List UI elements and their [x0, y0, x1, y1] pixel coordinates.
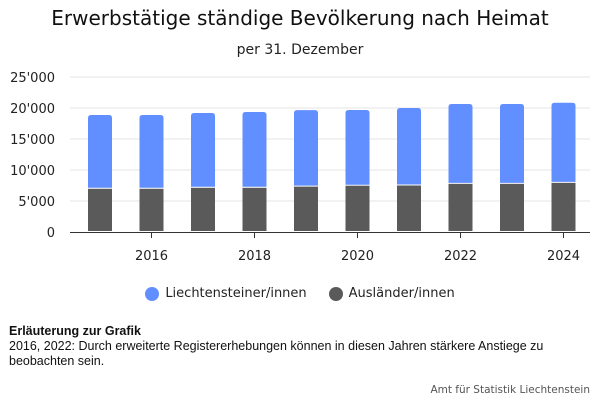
x-tick-label: 2016: [135, 249, 168, 264]
y-tick-label: 15'000: [10, 133, 55, 148]
bar-auslaender-2022[interactable]: [448, 183, 473, 231]
bar-liechtensteiner-2019[interactable]: [294, 110, 318, 186]
x-tick-label: 2018: [238, 249, 271, 264]
bar-liechtensteiner-2022[interactable]: [448, 103, 473, 183]
legend: Liechtensteiner/innen Ausländer/innen: [0, 286, 600, 301]
y-tick-label: 10'000: [10, 164, 55, 179]
note-text: 2016, 2022: Durch erweiterte Registererh…: [9, 339, 544, 368]
bar-liechtensteiner-2018[interactable]: [242, 112, 267, 187]
note-heading: Erläuterung zur Grafik: [9, 324, 141, 338]
bar-auslaender-2017[interactable]: [191, 187, 215, 231]
legend-item-liechtensteiner[interactable]: Liechtensteiner/innen: [145, 286, 307, 301]
bar-auslaender-2023[interactable]: [500, 183, 524, 231]
bar-auslaender-2024[interactable]: [551, 182, 576, 231]
bar-auslaender-2018[interactable]: [242, 187, 267, 231]
y-tick-label: 0: [47, 226, 55, 241]
bar-liechtensteiner-2023[interactable]: [500, 103, 524, 183]
bar-liechtensteiner-2015[interactable]: [88, 115, 112, 188]
bar-auslaender-2021[interactable]: [397, 185, 421, 231]
bar-liechtensteiner-2016[interactable]: [139, 115, 164, 188]
chart-subtitle: per 31. Dezember: [236, 42, 364, 58]
bar-auslaender-2016[interactable]: [139, 188, 164, 231]
y-tick-label: 25'000: [10, 71, 55, 86]
y-axis-labels: 0 5'000 10'000 15'000 20'000 25'000: [10, 71, 55, 241]
x-tick-label: 2020: [341, 249, 374, 264]
bar-liechtensteiner-2024[interactable]: [551, 102, 576, 182]
x-axis: 2016 2018 2020 2022 2024: [70, 232, 590, 264]
y-tick-label: 20'000: [10, 102, 55, 117]
source-credit: Amt für Statistik Liechtenstein: [430, 384, 590, 396]
x-tick-label: 2022: [444, 249, 477, 264]
legend-item-auslaender[interactable]: Ausländer/innen: [328, 286, 455, 301]
bars: [88, 102, 576, 231]
bar-auslaender-2020[interactable]: [345, 185, 370, 231]
bar-liechtensteiner-2021[interactable]: [397, 108, 421, 185]
bar-auslaender-2019[interactable]: [294, 186, 318, 231]
bar-auslaender-2015[interactable]: [88, 188, 112, 231]
legend-label: Liechtensteiner/innen: [165, 286, 307, 301]
y-tick-label: 5'000: [18, 195, 55, 210]
legend-label: Ausländer/innen: [348, 286, 455, 301]
legend-dot-icon: [328, 286, 343, 301]
legend-dot-icon: [145, 286, 160, 301]
chart-title: Erwerbstätige ständige Bevölkerung nach …: [51, 6, 549, 30]
bar-liechtensteiner-2017[interactable]: [191, 113, 215, 187]
bar-liechtensteiner-2020[interactable]: [345, 110, 370, 185]
x-tick-label: 2024: [547, 249, 580, 264]
